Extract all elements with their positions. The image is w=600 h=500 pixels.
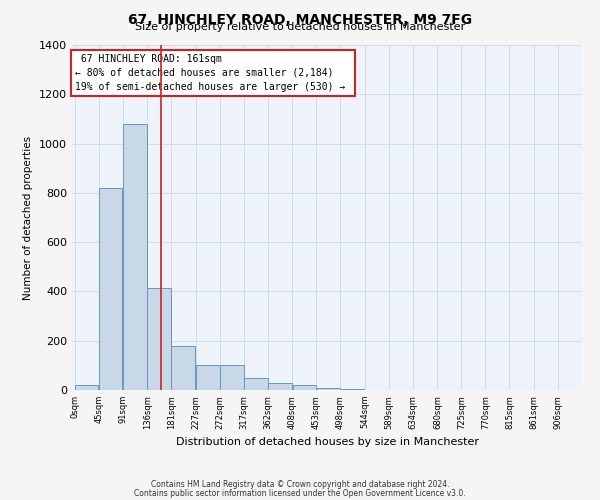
Bar: [75, 385, 98, 390]
Bar: [293, 385, 316, 390]
X-axis label: Distribution of detached houses by size in Manchester: Distribution of detached houses by size …: [176, 437, 479, 447]
Y-axis label: Number of detached properties: Number of detached properties: [23, 136, 34, 300]
Text: Contains public sector information licensed under the Open Government Licence v3: Contains public sector information licen…: [134, 488, 466, 498]
Bar: [244, 378, 268, 390]
Text: Size of property relative to detached houses in Manchester: Size of property relative to detached ho…: [135, 22, 465, 32]
Bar: [172, 346, 195, 390]
Bar: [99, 188, 122, 390]
Bar: [268, 382, 292, 390]
Text: 67 HINCHLEY ROAD: 161sqm
← 80% of detached houses are smaller (2,184)
19% of sem: 67 HINCHLEY ROAD: 161sqm ← 80% of detach…: [74, 54, 350, 92]
Bar: [124, 124, 147, 390]
Text: Contains HM Land Registry data © Crown copyright and database right 2024.: Contains HM Land Registry data © Crown c…: [151, 480, 449, 489]
Bar: [317, 388, 340, 390]
Bar: [341, 389, 364, 390]
Bar: [196, 366, 220, 390]
Text: 67, HINCHLEY ROAD, MANCHESTER, M9 7FG: 67, HINCHLEY ROAD, MANCHESTER, M9 7FG: [128, 12, 472, 26]
Bar: [148, 288, 171, 390]
Bar: [220, 366, 244, 390]
